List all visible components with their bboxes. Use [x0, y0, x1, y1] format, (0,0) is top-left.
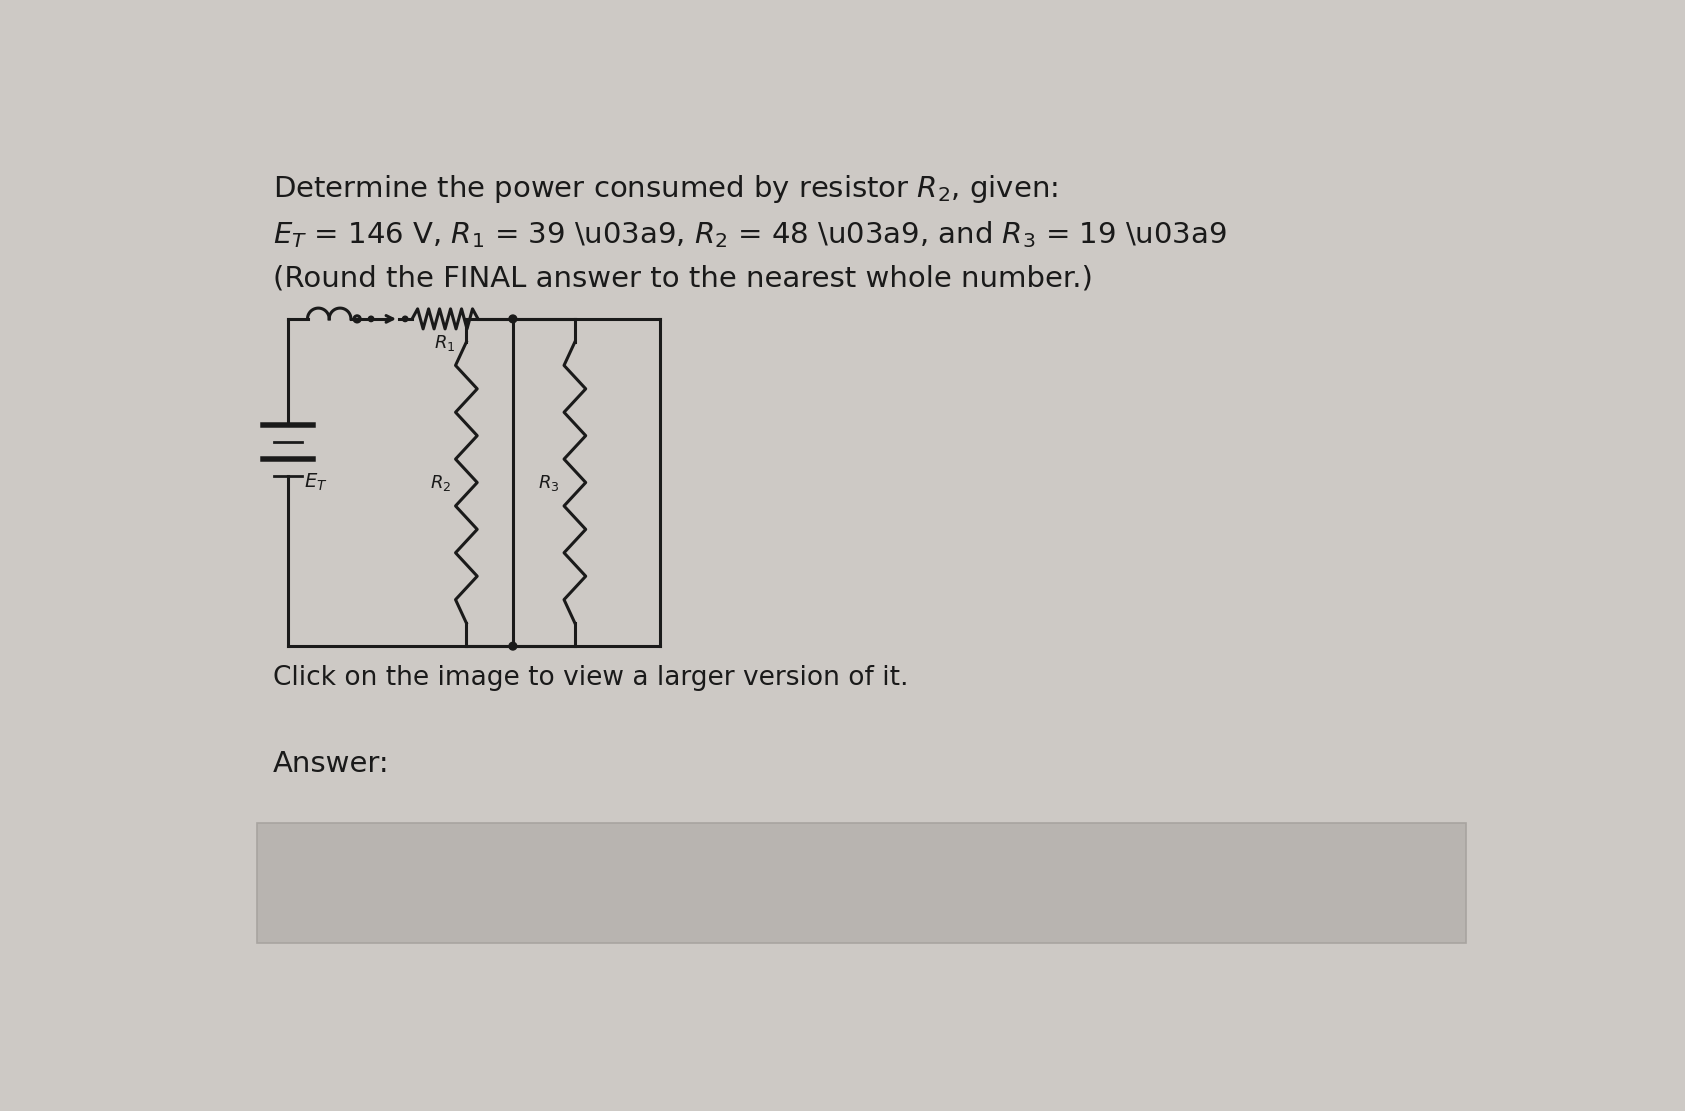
Text: Determine the power consumed by resistor $R_{2}$, given:: Determine the power consumed by resistor…	[273, 172, 1058, 204]
Text: $E_T$: $E_T$	[303, 472, 327, 493]
FancyBboxPatch shape	[258, 823, 1466, 942]
Text: $R_2$: $R_2$	[430, 472, 452, 492]
Circle shape	[369, 317, 374, 321]
Text: Click on the image to view a larger version of it.: Click on the image to view a larger vers…	[273, 665, 908, 691]
Circle shape	[403, 317, 408, 321]
Text: (Round the FINAL answer to the nearest whole number.): (Round the FINAL answer to the nearest w…	[273, 266, 1092, 293]
Circle shape	[509, 316, 517, 322]
Text: Answer:: Answer:	[273, 750, 389, 778]
Text: $R_1$: $R_1$	[435, 333, 455, 353]
Text: $R_3$: $R_3$	[538, 472, 559, 492]
Circle shape	[509, 642, 517, 650]
Text: $E_{T}$ = 146 V, $R_{1}$ = 39 \u03a9, $R_{2}$ = 48 \u03a9, and $R_{3}$ = 19 \u03: $E_{T}$ = 146 V, $R_{1}$ = 39 \u03a9, $R…	[273, 219, 1227, 250]
